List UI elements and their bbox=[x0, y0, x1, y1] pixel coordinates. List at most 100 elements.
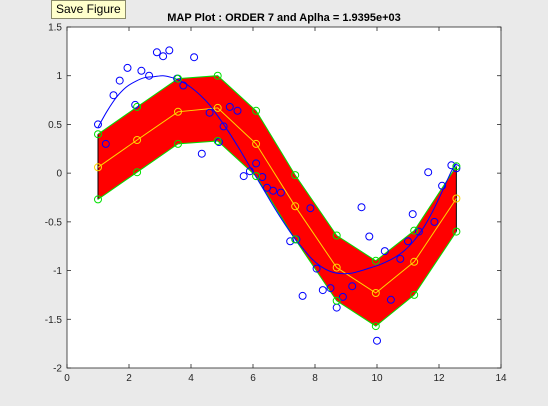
x-tick-label: 8 bbox=[312, 373, 318, 384]
observation-point bbox=[326, 284, 335, 293]
observation-point bbox=[94, 120, 102, 129]
observation-point bbox=[137, 66, 146, 75]
observation-point bbox=[430, 217, 439, 226]
observation-point bbox=[306, 204, 315, 213]
observation-point bbox=[239, 172, 248, 181]
y-tick-label: -1.5 bbox=[45, 315, 63, 326]
band-upper-marker bbox=[332, 231, 341, 240]
observation-point bbox=[225, 102, 234, 111]
y-tick-label: -1 bbox=[53, 266, 62, 277]
y-tick-label: 0 bbox=[56, 169, 62, 180]
y-tick-label: -2 bbox=[53, 364, 62, 375]
mean-marker bbox=[94, 163, 102, 172]
band-upper-line bbox=[97, 75, 457, 262]
band-upper-marker bbox=[94, 130, 102, 139]
observation-point bbox=[179, 81, 188, 90]
band-upper-marker bbox=[252, 106, 261, 115]
band-lower-marker bbox=[291, 235, 300, 244]
band-lower-marker bbox=[452, 227, 461, 236]
observation-point bbox=[165, 46, 174, 55]
mean-marker bbox=[133, 136, 142, 144]
chart-title: MAP Plot : ORDER 7 and Aplha = 1.9395e+0… bbox=[167, 12, 401, 24]
plot-frame bbox=[66, 26, 502, 369]
band-upper-marker bbox=[213, 71, 222, 80]
x-tick-label: 14 bbox=[495, 373, 507, 384]
observation-point bbox=[348, 282, 357, 291]
observation-point bbox=[380, 247, 389, 256]
x-tick-label: 2 bbox=[126, 373, 132, 384]
x-tick-label: 10 bbox=[371, 373, 383, 384]
observation-point bbox=[404, 237, 412, 246]
band-upper-marker bbox=[291, 171, 300, 180]
observation-point bbox=[159, 52, 168, 61]
series-layer bbox=[97, 75, 457, 327]
band-lower-marker bbox=[332, 296, 341, 305]
mean-marker bbox=[452, 194, 461, 203]
band-lower-marker bbox=[174, 139, 182, 148]
observation-point bbox=[386, 295, 395, 304]
observation-point bbox=[214, 138, 223, 146]
save-figure-tooltip: Save Figure bbox=[51, 0, 126, 19]
x-tick-label: 6 bbox=[250, 373, 256, 384]
observation-point bbox=[219, 122, 228, 131]
observation-point bbox=[318, 286, 327, 295]
y-tick-label: -0.5 bbox=[45, 217, 63, 228]
mean-marker bbox=[174, 107, 182, 116]
observation-point bbox=[298, 291, 307, 300]
observation-point bbox=[414, 227, 423, 236]
observation-point bbox=[396, 254, 405, 263]
mean-marker bbox=[410, 257, 419, 266]
observation-point bbox=[205, 108, 214, 117]
mean-marker bbox=[332, 263, 341, 272]
observation-point bbox=[338, 292, 347, 301]
y-tick-label: 0.5 bbox=[48, 120, 62, 131]
mean-marker bbox=[291, 202, 300, 211]
band-lower-marker bbox=[371, 322, 380, 331]
observation-point bbox=[233, 106, 242, 115]
observation-point bbox=[190, 53, 199, 62]
band-lower-marker bbox=[94, 195, 102, 204]
observation-point bbox=[101, 139, 110, 148]
observation-point bbox=[115, 76, 124, 85]
axis-layer: 0 2 4 6 8 10 12 14 -2 -1.5 -1 -0.5 0 0.5 1 1.5 bbox=[45, 23, 507, 385]
band-lower-marker bbox=[133, 168, 142, 177]
observation-point bbox=[269, 186, 278, 195]
y-tick-label: 1 bbox=[56, 71, 62, 82]
band-upper-marker bbox=[174, 74, 182, 83]
observation-point bbox=[152, 48, 161, 57]
observation-point bbox=[123, 63, 132, 72]
y-tick-label: 1.5 bbox=[48, 23, 62, 34]
x-tick-label: 0 bbox=[64, 373, 70, 384]
observation-point bbox=[312, 264, 321, 273]
observation-point bbox=[109, 91, 118, 100]
mean-marker bbox=[213, 103, 222, 112]
band-upper-marker bbox=[371, 256, 380, 265]
x-tick-label: 12 bbox=[433, 373, 445, 384]
observation-point bbox=[197, 149, 206, 158]
observation-point bbox=[365, 232, 374, 241]
band-lower-marker bbox=[213, 137, 222, 145]
x-tick-label: 4 bbox=[188, 373, 194, 384]
observation-point bbox=[131, 100, 140, 109]
band-lower-marker bbox=[252, 172, 261, 181]
observation-point bbox=[276, 188, 285, 197]
band-upper-marker bbox=[133, 102, 142, 111]
observation-point bbox=[357, 203, 366, 212]
confidence-band-fill bbox=[98, 75, 457, 327]
band-upper-marker bbox=[452, 162, 461, 171]
observation-point bbox=[145, 71, 154, 80]
mean-marker bbox=[252, 139, 261, 148]
observation-point bbox=[438, 181, 447, 190]
observation-point bbox=[452, 164, 461, 173]
band-lower-line bbox=[97, 140, 457, 327]
observation-point bbox=[245, 167, 254, 176]
fit-curve bbox=[97, 75, 457, 275]
observation-point bbox=[373, 336, 381, 345]
band-upper-marker bbox=[410, 226, 419, 235]
mean-marker bbox=[371, 289, 380, 297]
band-lower-marker bbox=[410, 290, 419, 299]
marker-layer bbox=[94, 46, 461, 345]
mean-line bbox=[97, 107, 457, 294]
observation-point bbox=[258, 173, 267, 181]
